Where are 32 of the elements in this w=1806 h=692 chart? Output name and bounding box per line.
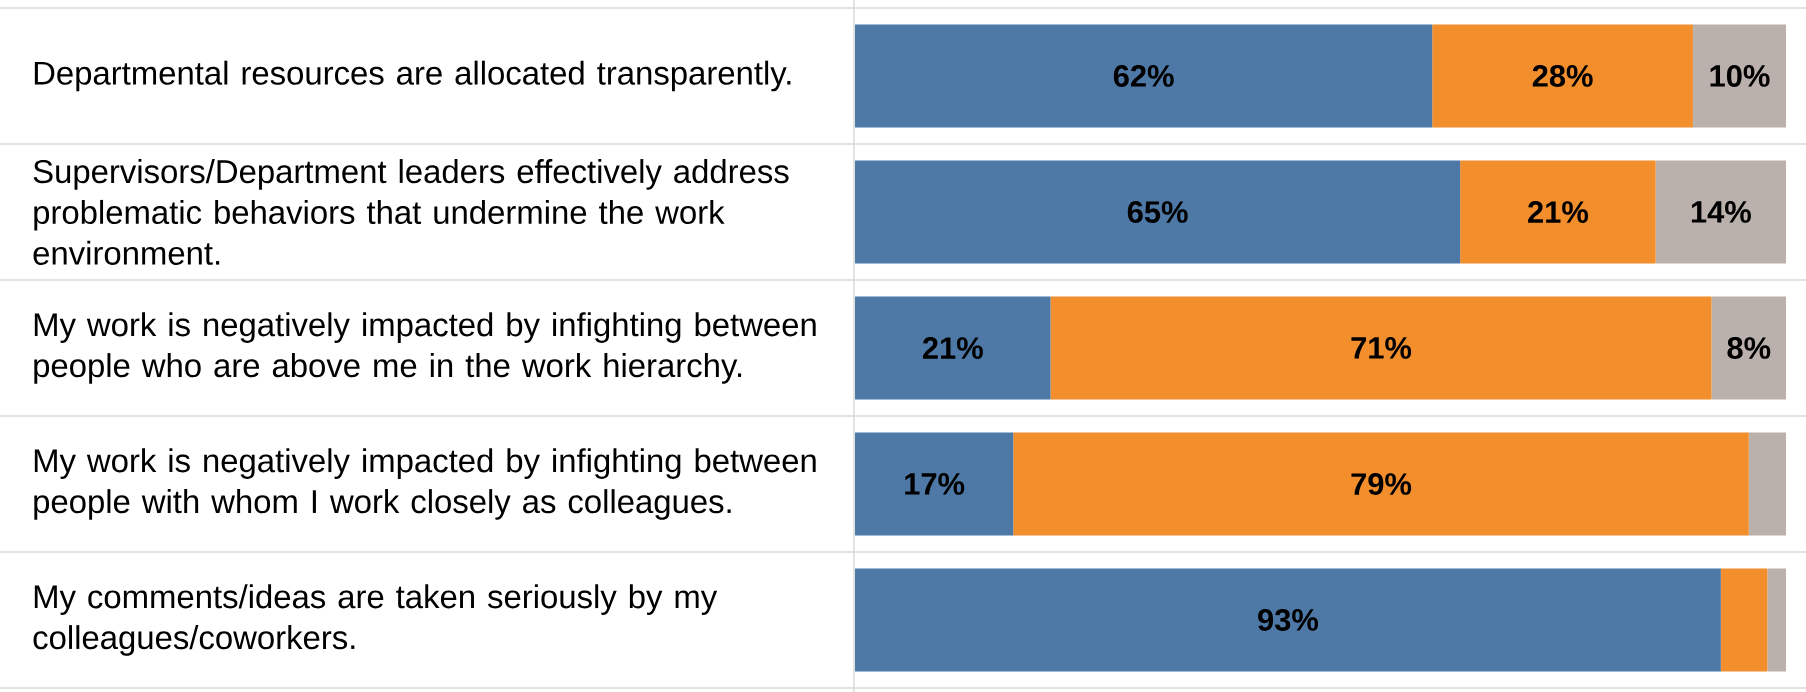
data-label: 8% (1727, 337, 1771, 359)
bar (1767, 568, 1787, 672)
data-label: 10% (1710, 65, 1770, 87)
data-label: 21% (922, 337, 983, 359)
data-label: 62% (1113, 65, 1174, 87)
y-tick-label: My work is negatively impacted by infighting between people who are above me in the work hierarchy. (34, 312, 816, 384)
data-label: 14% (1691, 201, 1751, 223)
bar (855, 24, 1433, 128)
y-tick-label: My comments/ideas are taken seriously by my colleagues/coworkers. (33, 584, 718, 656)
bar (1013, 432, 1749, 536)
bar (1748, 432, 1787, 536)
data-label: 28% (1532, 65, 1593, 87)
y-tick-label: My work is negatively impacted by infighting between people with whom I work closely as colleagues. (34, 448, 816, 520)
bar (855, 160, 1461, 264)
y-tick-label: Departmental resources are allocated transparently. (34, 60, 791, 92)
bar (855, 432, 1014, 536)
bar (1711, 296, 1787, 400)
data-label: 21% (1528, 201, 1589, 223)
bar (855, 568, 1721, 672)
data-label: 93% (1258, 609, 1319, 631)
data-label: 65% (1127, 201, 1188, 223)
bar (1692, 24, 1787, 128)
bar (1655, 160, 1787, 264)
bar (1432, 24, 1693, 128)
data-label: 71% (1351, 337, 1412, 359)
bar (1720, 568, 1768, 672)
data-label: 79% (1351, 473, 1412, 495)
bar (855, 296, 1051, 400)
bar (1050, 296, 1712, 400)
bar (1460, 160, 1656, 264)
data-label: 17% (905, 473, 965, 495)
y-tick-label: Supervisors/Department leaders effectively address problematic behaviors that undermine the work environment. (33, 159, 789, 265)
